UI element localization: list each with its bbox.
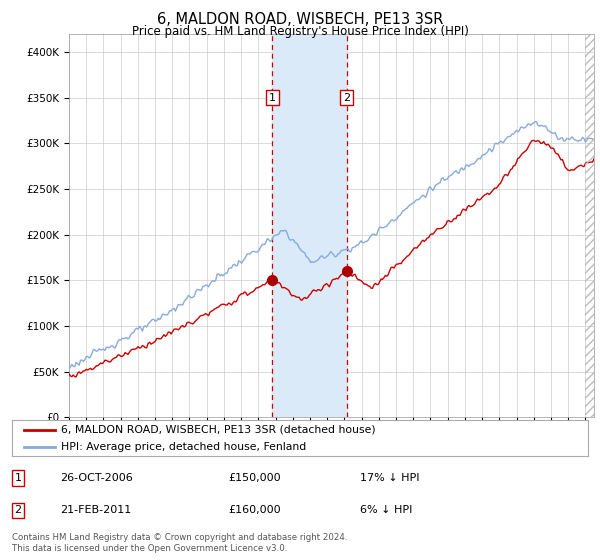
Text: 2: 2 — [14, 505, 22, 515]
Text: 1: 1 — [269, 92, 276, 102]
Text: £150,000: £150,000 — [228, 473, 281, 483]
Text: Price paid vs. HM Land Registry's House Price Index (HPI): Price paid vs. HM Land Registry's House … — [131, 25, 469, 38]
Text: 6% ↓ HPI: 6% ↓ HPI — [360, 505, 412, 515]
Text: 26-OCT-2006: 26-OCT-2006 — [60, 473, 133, 483]
Text: 1: 1 — [14, 473, 22, 483]
Text: 2: 2 — [343, 92, 350, 102]
Bar — [272, 34, 347, 417]
Bar — [586, 34, 594, 417]
Text: Contains HM Land Registry data © Crown copyright and database right 2024.
This d: Contains HM Land Registry data © Crown c… — [12, 533, 347, 553]
Text: 6, MALDON ROAD, WISBECH, PE13 3SR (detached house): 6, MALDON ROAD, WISBECH, PE13 3SR (detac… — [61, 425, 376, 435]
Text: HPI: Average price, detached house, Fenland: HPI: Average price, detached house, Fenl… — [61, 442, 306, 451]
Text: £160,000: £160,000 — [228, 505, 281, 515]
Text: 6, MALDON ROAD, WISBECH, PE13 3SR: 6, MALDON ROAD, WISBECH, PE13 3SR — [157, 12, 443, 27]
Text: 17% ↓ HPI: 17% ↓ HPI — [360, 473, 419, 483]
Text: 21-FEB-2011: 21-FEB-2011 — [60, 505, 131, 515]
